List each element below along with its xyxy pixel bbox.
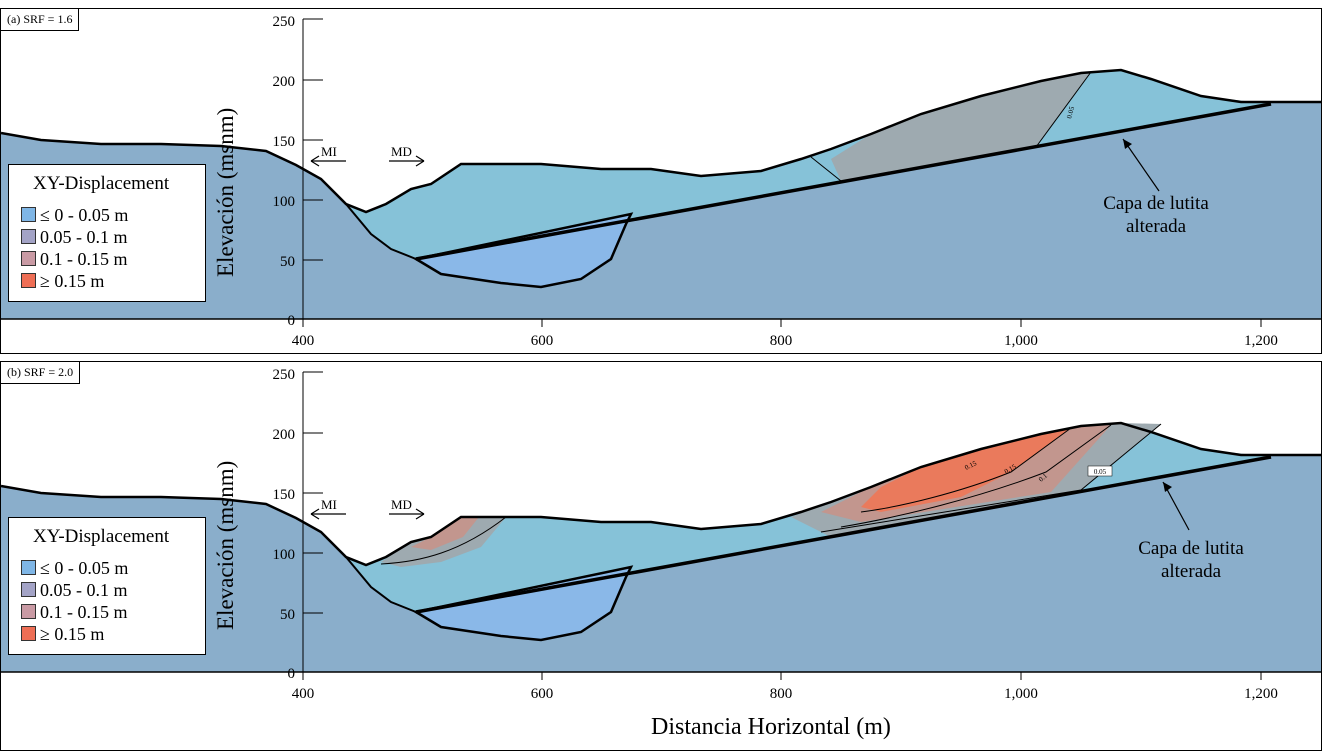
xtick-label: 1,000 — [1004, 686, 1038, 702]
legend: XY-Displacement ≤ 0 - 0.05 m 0.05 - 0.1 … — [8, 517, 206, 655]
disp-zone-01-015-left — [411, 517, 479, 550]
legend-title: XY-Displacement — [33, 526, 170, 547]
ytick-label: 250 — [273, 367, 296, 383]
ytick-label: 0 — [288, 666, 296, 682]
disp-zone-015 — [861, 428, 1071, 512]
ytick-label: 0 — [288, 313, 296, 329]
panel-tag: (a) SRF = 1.6 — [1, 9, 80, 31]
ytick-label: 50 — [280, 607, 295, 623]
legend-item: ≤ 0 - 0.05 m — [21, 205, 128, 225]
legend-item: 0.05 - 0.1 m — [21, 580, 128, 600]
shale-layer-line — [415, 455, 1272, 614]
legend: XY-Displacement ≤ 0 - 0.05 m 0.05 - 0.1 … — [8, 164, 206, 302]
panel-srf-2-0: 250 200 150 100 50 0 400 600 800 1,000 1… — [0, 361, 1322, 751]
ytick-label: 100 — [273, 194, 296, 210]
panel-srf-1-6: 250 200 150 100 50 0 400 600 800 1,000 1… — [0, 8, 1322, 354]
xtick-label: 600 — [531, 333, 554, 349]
label-md: MD — [391, 497, 412, 512]
ytick-label: 50 — [280, 254, 295, 270]
pointer-arrow-icon — [1122, 138, 1160, 192]
section-plot-b: 250 200 150 100 50 0 400 600 800 1,000 1… — [1, 367, 1321, 702]
ytick-label: 150 — [273, 487, 296, 503]
disp-zone-005-01 — [831, 72, 1091, 181]
xtick-label: 1,200 — [1244, 686, 1278, 702]
legend-item: 0.1 - 0.15 m — [21, 602, 128, 622]
lens-body — [412, 212, 634, 289]
legend-item: 0.1 - 0.15 m — [21, 249, 128, 269]
xtick-label: 1,000 — [1004, 333, 1038, 349]
section-plot-a: 250 200 150 100 50 0 400 600 800 1,000 1… — [1, 14, 1321, 349]
label-mi: MI — [321, 497, 337, 512]
shale-note: alterada — [1126, 216, 1187, 237]
xtick-label: 400 — [292, 333, 315, 349]
x-axis-title: Distancia Horizontal (m) — [651, 714, 891, 740]
y-axis-label: Elevación (msnm) — [213, 460, 238, 630]
ytick-label: 100 — [273, 547, 296, 563]
ytick-label: 200 — [273, 427, 296, 443]
xtick-label: 400 — [292, 686, 315, 702]
ytick-label: 150 — [273, 134, 296, 150]
xtick-label: 1,200 — [1244, 333, 1278, 349]
legend-title: XY-Displacement — [33, 173, 170, 194]
xtick-label: 800 — [770, 686, 793, 702]
y-axis-label: Elevación (msnm) — [213, 107, 238, 277]
shale-layer-line — [415, 102, 1272, 261]
shale-note: Capa de lutita — [1138, 538, 1244, 559]
legend-item: 0.05 - 0.1 m — [21, 227, 128, 247]
shale-note: alterada — [1161, 561, 1222, 582]
shale-note: Capa de lutita — [1103, 193, 1209, 214]
xtick-label: 600 — [531, 686, 554, 702]
panel-tag: (b) SRF = 2.0 — [1, 362, 81, 384]
ytick-label: 250 — [273, 14, 296, 30]
legend-item: ≤ 0 - 0.05 m — [21, 558, 128, 578]
lens-body — [412, 565, 634, 642]
label-mi: MI — [321, 144, 337, 159]
contour-label: 0.05 — [1094, 468, 1107, 476]
label-md: MD — [391, 144, 412, 159]
ytick-label: 200 — [273, 74, 296, 90]
legend-item: ≥ 0.15 m — [21, 624, 104, 644]
xtick-label: 800 — [770, 333, 793, 349]
legend-item: ≥ 0.15 m — [21, 271, 104, 291]
contour-label: 0.05 — [1065, 105, 1076, 119]
